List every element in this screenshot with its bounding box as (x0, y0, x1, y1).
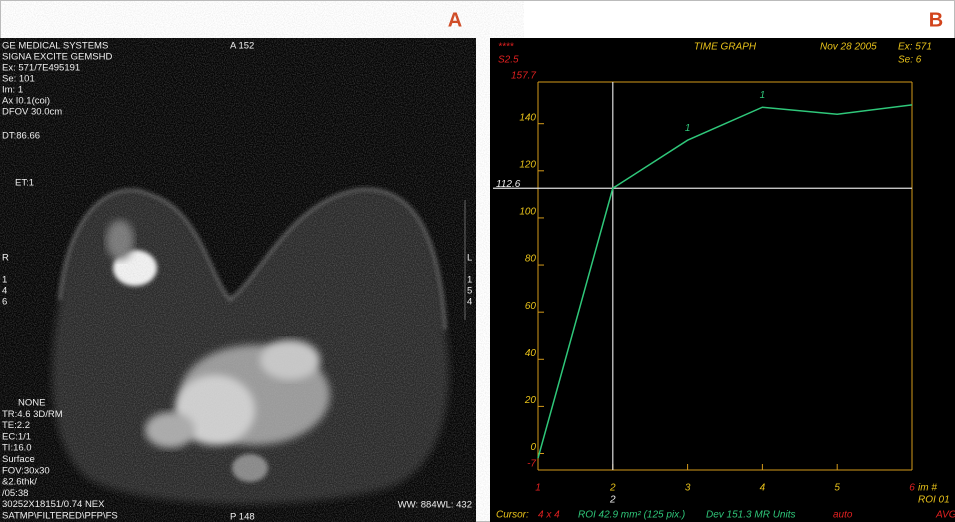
x-tick-label: 3 (685, 483, 691, 494)
header-text: Ex: 571 (898, 42, 932, 53)
axis-label: im # (918, 483, 937, 494)
info-text: TE:2.2 (2, 420, 30, 431)
info-text: Ax I0.1(coi) (2, 96, 50, 107)
status-text: Cursor: (496, 510, 529, 521)
y-tick-label: 20 (524, 395, 537, 406)
info-text: /05:38 (2, 488, 28, 499)
y-tick-label: 60 (525, 301, 537, 312)
point-label: 1 (685, 123, 691, 134)
y-tick-label: 40 (525, 348, 537, 359)
info-text: GE MEDICAL SYSTEMS (2, 41, 108, 52)
panel-label: B (929, 9, 943, 31)
orientation-label: P 148 (230, 512, 255, 522)
info-text: DT:86.66 (2, 131, 40, 142)
cursor-x: 2 (609, 495, 616, 506)
status-text: AVG (935, 510, 955, 521)
roi-label: ROI 01 (918, 495, 950, 506)
x-tick-label: 1 (535, 483, 541, 494)
info-text: Se: 101 (2, 74, 35, 85)
info-text: Im: 1 (2, 85, 23, 96)
status-text: auto (833, 510, 853, 521)
graph-title: TIME GRAPH (694, 42, 757, 53)
info-text: TI:16.0 (2, 443, 32, 454)
status-text: ROI 42.9 mm² (125 pix.) (578, 510, 685, 521)
mri-panel: A 152 DT:86.66 ET:1 P 148 WW: 884WL: 432 (0, 38, 476, 522)
header-text: Se: 6 (898, 55, 922, 66)
side-mark: 6 (2, 297, 7, 308)
side-mark: 5 (467, 286, 472, 297)
status-text: 4 x 4 (538, 510, 560, 521)
side-mark: R (2, 253, 9, 264)
y-tick-label: 157.7 (511, 71, 536, 82)
window-level: WW: 884WL: 432 (398, 500, 472, 511)
info-text: 30252X18151/0.74 NEX (2, 499, 105, 510)
x-tick-label: 4 (760, 483, 766, 494)
x-tick-label: 2 (609, 483, 616, 494)
info-text: ET:1 (15, 178, 34, 189)
x-tick-label: 5 (834, 483, 840, 494)
mri-image (0, 38, 476, 522)
side-mark: 4 (467, 297, 472, 308)
header-text: S2.5 (498, 55, 519, 66)
header-text: **** (498, 42, 515, 53)
info-text: SIGNA EXCITE GEMSHD (2, 52, 112, 63)
side-mark: L (467, 253, 472, 264)
info-text: Surface (2, 454, 35, 465)
side-mark: 1 (467, 275, 472, 286)
info-text: NONE (18, 398, 45, 409)
info-text: SATMP\FILTERED\PFP\FS (2, 511, 118, 522)
side-mark: 1 (2, 275, 7, 286)
info-text: &2.6thk/ (2, 477, 37, 488)
info-text: DFOV 30.0cm (2, 107, 62, 118)
x-tick-label: 6 (909, 483, 915, 494)
y-tick-label: -7 (527, 459, 536, 470)
orientation-label: A 152 (230, 41, 254, 52)
y-tick-label: 100 (519, 207, 536, 218)
graph-panel (490, 38, 955, 522)
side-mark: 4 (2, 286, 7, 297)
info-text: EC:1/1 (2, 431, 31, 442)
point-label: 1 (760, 90, 766, 101)
cursor-value: 112.6 (496, 179, 521, 190)
info-text: Ex: 571/7E495191 (2, 63, 80, 74)
info-text: TR:4.6 3D/RM (2, 409, 63, 420)
panel-label: A (448, 9, 462, 31)
status-text: Dev 151.3 MR Units (706, 510, 795, 521)
header-text: Nov 28 2005 (820, 42, 877, 53)
y-tick-label: 140 (519, 112, 536, 123)
info-text: FOV:30x30 (2, 465, 50, 476)
figure: A B A 152 DT:86.66 ET:1 P 148 WW: 884WL:… (0, 0, 955, 522)
y-tick-label: 0 (530, 442, 536, 453)
y-tick-label: 120 (519, 159, 536, 170)
y-tick-label: 80 (525, 254, 537, 265)
